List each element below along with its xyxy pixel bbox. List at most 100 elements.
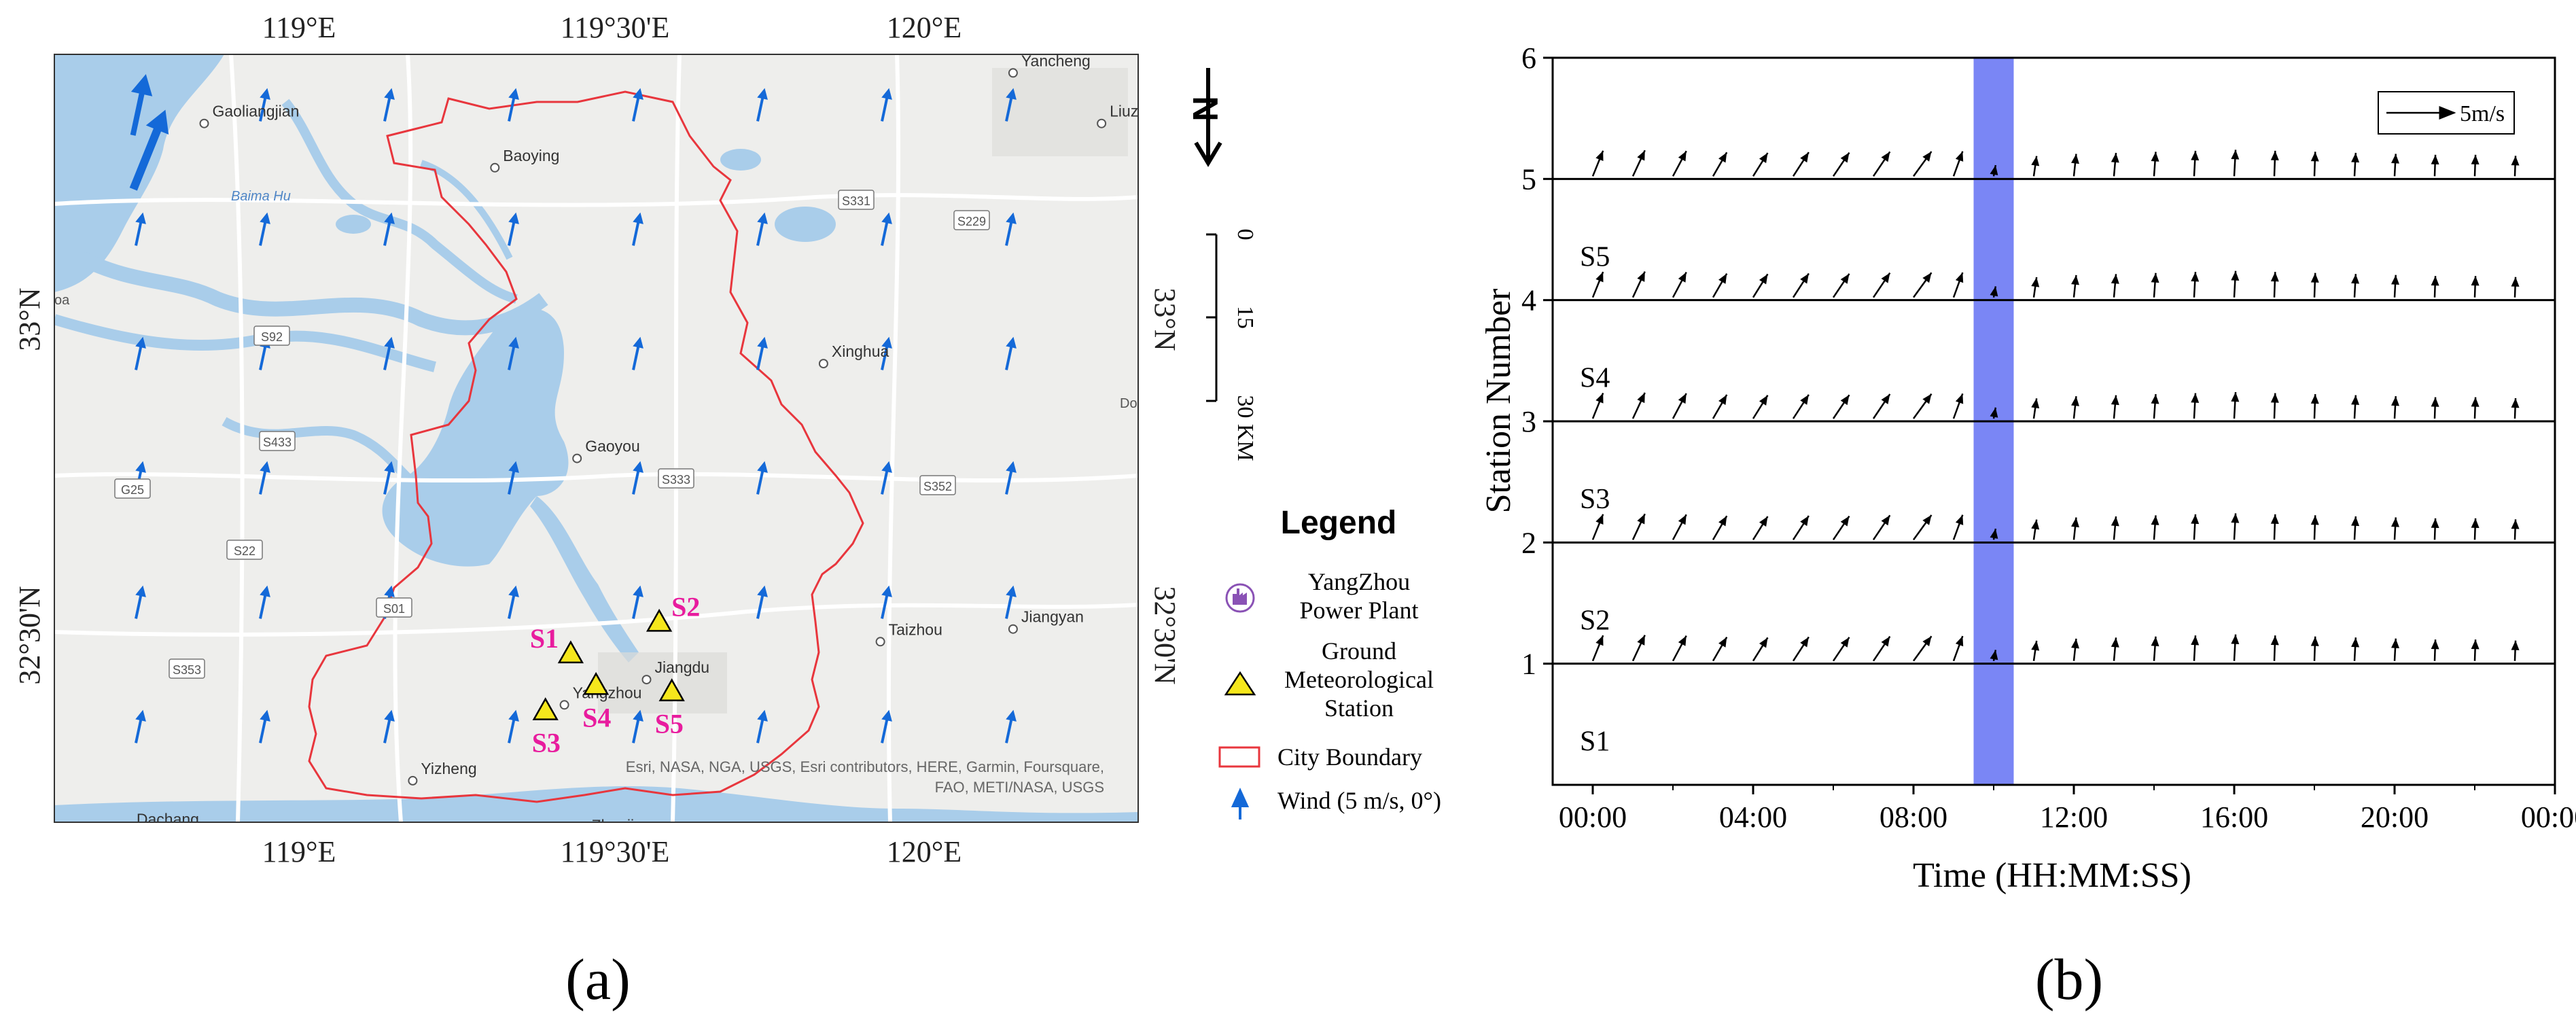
quiver-arrow: [1872, 151, 1891, 177]
x-tick: 00:00: [1559, 785, 1627, 834]
quiver-arrow: [2310, 393, 2319, 419]
series-labels: S1 S2 S3 S4 S5: [1580, 241, 1610, 757]
quiver-arrow: [2351, 516, 2360, 540]
scale-bar: 0 15 30 KM: [1206, 229, 1258, 461]
quiver-arrow: [1832, 273, 1850, 298]
wind-arrow: [259, 461, 270, 495]
svg-text:S333: S333: [662, 473, 690, 487]
quiver-arrow: [1752, 516, 1769, 540]
quiver-arrow: [2151, 152, 2159, 177]
wind-arrow: [632, 336, 643, 370]
road-label: S01: [376, 597, 412, 618]
left-lat-label: 33°N: [13, 287, 46, 351]
quiver-arrow: [2071, 517, 2079, 540]
quiver-arrow: [2391, 275, 2399, 298]
quiver-arrow: [1952, 393, 1964, 419]
road-label: S352: [919, 475, 956, 495]
quiver-arrows: [1591, 149, 2520, 662]
quiver-arrow: [1591, 150, 1604, 177]
svg-text:S353: S353: [173, 663, 201, 677]
quiver-arrow: [2431, 154, 2439, 177]
north-arrow: N: [1185, 68, 1224, 167]
place-marker: Zhenjiang: [592, 817, 660, 822]
quiver-arrow: [1752, 394, 1769, 419]
svg-text:S1: S1: [530, 623, 559, 654]
quiver-arrow: [1752, 637, 1769, 662]
wind-arrow: [259, 709, 270, 743]
road-label: S22: [226, 540, 263, 560]
quiver-arrow: [2391, 638, 2399, 661]
station-marker-s4: S4: [582, 671, 611, 733]
quiver-arrow: [2231, 149, 2240, 177]
urban-area: [598, 652, 727, 713]
road-label: S353: [169, 658, 205, 679]
quiver-arrow: [1872, 393, 1891, 419]
attribution-line-2: FAO, METI/NASA, USGS: [935, 779, 1104, 796]
quiver-arrow: [1990, 407, 1998, 419]
legend-boundary: City Boundary: [1277, 743, 1422, 771]
quiver-arrow: [2071, 638, 2079, 661]
x-tick: 20:00: [2361, 785, 2429, 834]
quiver-arrow: [1832, 515, 1850, 541]
legend-station-line3: Station: [1324, 694, 1394, 722]
quiver-arrow: [1990, 286, 1998, 298]
wind-arrow: [135, 585, 146, 619]
place-marker: Liuzhuang: [1097, 103, 1138, 128]
quiver-arrow: [1712, 636, 1728, 662]
quiver-arrow: [2270, 150, 2279, 177]
quiver-arrow: [2471, 397, 2480, 419]
series-label-s2: S2: [1580, 605, 1610, 636]
quiver-arrow: [2031, 277, 2040, 298]
series-label-s3: S3: [1580, 484, 1610, 515]
wind-arrow: [632, 709, 643, 743]
svg-text:1: 1: [1521, 648, 1536, 681]
road-label: S92: [253, 325, 290, 346]
quiver-arrow: [2471, 276, 2480, 298]
wind-arrow: [259, 88, 270, 122]
svg-text:S4: S4: [582, 702, 611, 733]
wind-arrow: [756, 212, 768, 246]
quiver-arrow: [2310, 515, 2319, 540]
quiver-arrow: [2031, 156, 2040, 177]
place-marker: Gaoliangjian: [199, 103, 299, 128]
place-marker: Yizheng: [408, 760, 477, 786]
wind-arrow: [508, 336, 519, 370]
scale-tick-label: 30 KM: [1233, 395, 1258, 461]
y-tick: 3: [1521, 405, 1553, 438]
north-arrow-icon: [1194, 68, 1222, 167]
place-marker: Yancheng: [1008, 54, 1091, 78]
wind-arrow: [508, 585, 519, 619]
quiver-arrow: [2031, 640, 2040, 661]
quiver-arrow: [1832, 152, 1850, 177]
quiver-arrow: [1672, 271, 1687, 298]
quiver-arrow: [1912, 272, 1933, 298]
wind-arrow: [881, 336, 892, 370]
edge-fragment-left: oa: [54, 293, 70, 308]
legend-title: Legend: [1281, 505, 1397, 541]
quiver-arrow: [1591, 635, 1604, 662]
wind-arrow: [881, 212, 892, 246]
svg-text:3: 3: [1521, 405, 1536, 438]
quiver-arrow: [2431, 276, 2439, 298]
quiver-arrow: [2191, 514, 2200, 540]
wind-arrow: [881, 88, 892, 122]
top-lon-label: 119°30'E: [561, 11, 670, 44]
quiver-arrow: [2431, 397, 2439, 419]
svg-text:Gaoyou: Gaoyou: [585, 438, 640, 455]
quiver-arrow: [2270, 635, 2279, 661]
map-frame: [54, 54, 1139, 823]
quiver-arrow: [1952, 272, 1964, 298]
station-marker-s1: S1: [530, 623, 584, 664]
svg-text:S2: S2: [671, 591, 700, 622]
quiver-arrow: [1712, 394, 1728, 419]
svg-text:12:00: 12:00: [2040, 800, 2108, 834]
svg-text:5: 5: [1521, 162, 1536, 196]
wind-arrow: [632, 585, 643, 619]
place-marker: Xinghua: [818, 342, 889, 369]
lake-label: Baima Hu: [231, 189, 291, 204]
bottom-lon-label: 119°30'E: [561, 835, 670, 868]
road-label: S333: [658, 468, 694, 489]
wind-arrow: [383, 212, 395, 246]
